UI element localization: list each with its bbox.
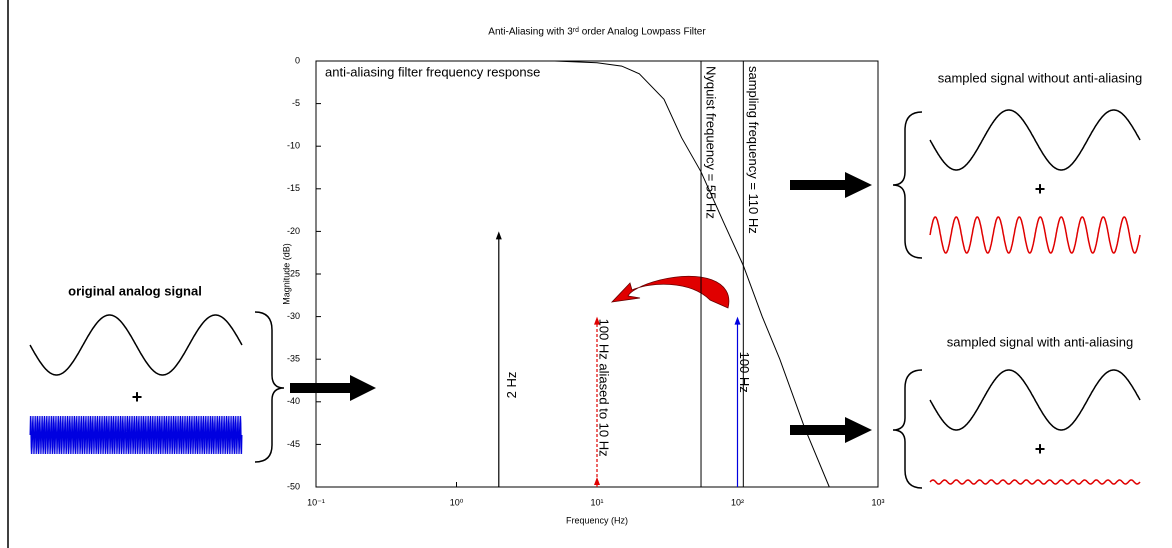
y-tick-label: -30 bbox=[287, 311, 300, 321]
stem-label: 2 Hz bbox=[504, 372, 519, 399]
x-tick-label: 10¹ bbox=[590, 497, 603, 507]
plus: + bbox=[1035, 439, 1046, 459]
stem-head bbox=[734, 316, 741, 325]
filtered-wave bbox=[929, 479, 1141, 485]
brace bbox=[892, 369, 923, 489]
sine-wave bbox=[929, 369, 1141, 431]
x-axis-label: Frequency (Hz) bbox=[566, 515, 628, 525]
y-tick-label: -20 bbox=[287, 226, 300, 236]
sine-wave bbox=[29, 314, 243, 376]
response-curve bbox=[316, 60, 830, 488]
x-tick-label: 10³ bbox=[871, 497, 884, 507]
brace bbox=[892, 111, 923, 259]
y-tick-label: -35 bbox=[287, 354, 300, 364]
alias-arrow bbox=[610, 275, 730, 309]
x-tick-label: 10⁻¹ bbox=[307, 497, 325, 507]
marker-label: sampling frequency = 110 Hz bbox=[746, 66, 761, 234]
brace bbox=[254, 311, 285, 463]
stem-head bbox=[594, 316, 600, 325]
chart-title: Anti-Aliasing with 3ʳᵈ order Analog Lowp… bbox=[488, 27, 706, 38]
arrow bbox=[290, 375, 376, 401]
stem-head bbox=[495, 231, 502, 240]
curve-annotation: anti-aliasing filter frequency response bbox=[325, 64, 540, 79]
plus: + bbox=[132, 387, 143, 407]
y-tick-label: -45 bbox=[287, 439, 300, 449]
signal-title: sampled signal without anti-aliasing bbox=[938, 70, 1143, 85]
y-tick-label: -40 bbox=[287, 396, 300, 406]
y-axis-label: Magnitude (dB) bbox=[281, 243, 291, 305]
y-tick-label: -25 bbox=[287, 268, 300, 278]
plus: + bbox=[1035, 179, 1046, 199]
x-tick-label: 10² bbox=[731, 497, 744, 507]
stem-label: 100 Hz aliased to 10 Hz bbox=[597, 319, 612, 457]
marker-label: Nyquist frequency = 55 Hz bbox=[704, 66, 719, 219]
y-tick-label: -5 bbox=[292, 98, 300, 108]
y-tick-label: -10 bbox=[287, 141, 300, 151]
y-tick-label: -50 bbox=[287, 481, 300, 491]
arrow bbox=[790, 172, 872, 198]
aliased-wave bbox=[929, 216, 1141, 254]
stem-head bbox=[594, 477, 600, 485]
signal-title: sampled signal with anti-aliasing bbox=[947, 334, 1133, 349]
sine-wave bbox=[929, 109, 1141, 171]
x-tick-label: 10⁰ bbox=[450, 497, 464, 507]
y-tick-label: -15 bbox=[287, 183, 300, 193]
noise-wave bbox=[29, 415, 243, 455]
signal-title: original analog signal bbox=[68, 283, 202, 298]
stem-label: 100 Hz bbox=[737, 352, 752, 393]
y-tick-label: 0 bbox=[295, 55, 300, 65]
arrow bbox=[790, 417, 872, 443]
